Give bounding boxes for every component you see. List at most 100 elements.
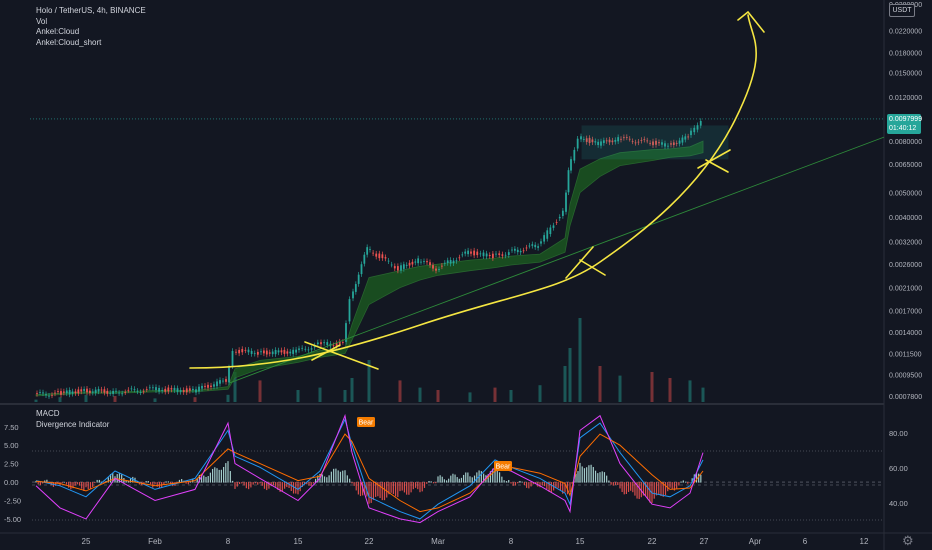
candle-body [170,388,173,390]
macd-histogram-bar [234,482,236,489]
macd-tick-label: 2.50 [4,460,19,469]
macd-histogram-bar [248,482,250,490]
macd-histogram-bar [304,482,306,485]
volume-bar [113,396,117,402]
macd-histogram-bar [458,478,460,483]
macd-histogram-bar [634,482,636,496]
axes: 0.02800000.02200000.01800000.01500000.01… [4,2,922,546]
candle-body [235,351,237,353]
candle-body [121,393,124,395]
macd-histogram-bar [92,482,94,487]
macd-histogram-bar [581,466,583,483]
legend-cloud-short[interactable]: Ankel:Cloud_short [36,37,102,47]
volume-bar [318,387,322,402]
macd-histogram-bar [78,482,81,486]
macd-histogram-bar [317,475,319,483]
candle-body [115,390,117,392]
macd-histogram-bar [243,482,245,486]
candle-body [283,349,286,354]
legend-symbol[interactable]: Holo / TetherUS, 4h, BINANCE [36,6,146,15]
candle-body [417,258,420,264]
arrow-head [737,10,765,33]
candle-body [213,384,215,387]
macd-tick-label: 0.00 [4,478,19,487]
gear-icon[interactable]: ⚙ [902,533,914,548]
volume-bar [650,372,654,402]
consolidation-rect [581,125,729,160]
macd-tick-label: 7.50 [4,423,19,432]
macd-histogram-bar [129,478,132,483]
macd-histogram-bar [532,482,534,485]
candle-body [699,120,702,126]
candle-body [423,261,425,262]
macd-histogram-bar [125,480,127,483]
macd-histogram-bar [372,482,375,500]
last-price-tag: 0.0097999 01:40:12 [887,114,922,134]
macd-histogram-bar [57,482,59,484]
candle-body [687,136,690,138]
legend-divergence[interactable]: Divergence Indicator [36,419,110,429]
macd-tick-label: -5.00 [4,515,21,524]
macd-histogram-bar [229,471,231,483]
macd-histogram-bar [169,482,172,484]
cloud-band [35,140,704,397]
macd-histogram-bar [414,482,417,488]
macd-histogram-bar [330,471,332,483]
candle-body [597,141,600,145]
drawing-annotations[interactable] [189,10,885,384]
volume-bar [418,387,422,402]
candle-body [244,349,247,351]
macd-panel[interactable]: Bear Bear [32,413,884,524]
macd-histogram-bar [312,482,314,484]
macd-histogram-bar [261,482,263,486]
macd-histogram-bar [653,482,655,499]
macd-histogram-bar [326,477,328,483]
macd-histogram-bar [392,482,394,495]
candle-body [263,350,265,354]
volume-bar [688,380,692,402]
candle-body [576,138,579,149]
macd-histogram-bar [299,482,301,492]
macd-histogram-bar [127,480,129,483]
macd-histogram-bar [452,473,454,483]
volume-bar [509,390,513,402]
candle-body [405,264,408,266]
candle-body [411,261,414,265]
candle-body [253,353,256,355]
macd-histogram-bar [61,482,63,484]
candle-body [464,251,467,254]
legend-cloud[interactable]: Ankel:Cloud [36,27,80,36]
legend-macd[interactable]: MACD [36,409,60,418]
macd-histogram-bar [649,482,651,503]
candle-body [652,141,654,146]
candle-body [634,142,637,144]
macd-histogram-bar [437,476,439,483]
candle-body [552,225,555,228]
candle-body [667,145,669,147]
candle-body [195,389,197,393]
macd-histogram-bar [521,481,523,483]
macd-histogram-bar [65,482,68,485]
legend-volume[interactable]: Vol [36,16,48,26]
candle-body [501,254,504,256]
macd-histogram-bar [483,473,485,483]
candle-body [455,260,458,262]
candle-body [60,391,62,395]
candle-body [65,390,68,394]
macd-histogram-bar [571,482,573,484]
yellow-x-mark [304,341,379,370]
candle-body [341,342,344,343]
macd-histogram-bar [669,482,671,488]
candle-body [378,253,381,259]
macd-histogram-bar [562,482,564,494]
candle-body [219,380,221,384]
currency-badge[interactable]: USDT [889,4,915,17]
candle-body [467,250,469,255]
rsi-tick-label: 40.00 [889,499,908,508]
candle-body [600,141,602,146]
macd-histogram-bar [448,478,450,483]
macd-histogram-bar [489,471,492,483]
volume-bar [568,348,572,402]
macd-histogram-bar [339,471,342,483]
